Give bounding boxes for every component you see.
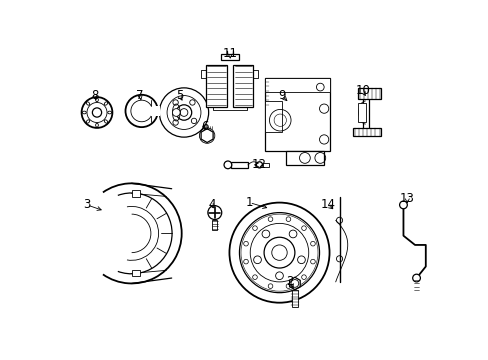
Text: 4: 4	[207, 198, 215, 211]
Text: 14: 14	[320, 198, 335, 211]
Circle shape	[288, 230, 296, 238]
Text: 10: 10	[354, 85, 369, 98]
Bar	[221, 54, 239, 60]
Circle shape	[399, 201, 407, 209]
Circle shape	[172, 109, 180, 116]
Bar	[291, 289, 297, 306]
Text: 6: 6	[201, 120, 208, 133]
Circle shape	[207, 206, 221, 220]
Bar	[262, 163, 268, 167]
Circle shape	[262, 230, 269, 238]
Bar	[230, 162, 247, 168]
Text: 12: 12	[251, 158, 265, 171]
Bar	[212, 220, 217, 230]
Bar	[353, 128, 380, 136]
Bar	[132, 270, 140, 276]
Text: 3: 3	[83, 198, 90, 211]
Bar	[357, 88, 380, 99]
Bar	[132, 190, 140, 197]
Text: 2: 2	[286, 275, 293, 288]
Bar	[233, 65, 253, 107]
Circle shape	[224, 161, 231, 169]
Circle shape	[412, 274, 420, 282]
Polygon shape	[289, 277, 300, 289]
Text: 11: 11	[222, 48, 237, 60]
Bar	[205, 65, 226, 107]
Text: 9: 9	[278, 89, 285, 102]
Ellipse shape	[172, 104, 180, 121]
Bar	[264, 78, 329, 151]
Circle shape	[229, 203, 329, 303]
Text: 5: 5	[175, 89, 183, 102]
Bar	[264, 78, 329, 92]
Bar	[357, 103, 365, 122]
Text: 13: 13	[399, 192, 414, 205]
Circle shape	[253, 256, 261, 264]
Bar	[151, 106, 160, 116]
Bar	[264, 101, 281, 132]
Text: 1: 1	[245, 196, 253, 209]
Bar	[285, 151, 324, 165]
Circle shape	[159, 88, 208, 137]
Circle shape	[275, 272, 283, 280]
Text: 7: 7	[136, 89, 143, 102]
Circle shape	[297, 256, 305, 264]
Circle shape	[256, 162, 262, 168]
Text: 8: 8	[91, 89, 98, 102]
